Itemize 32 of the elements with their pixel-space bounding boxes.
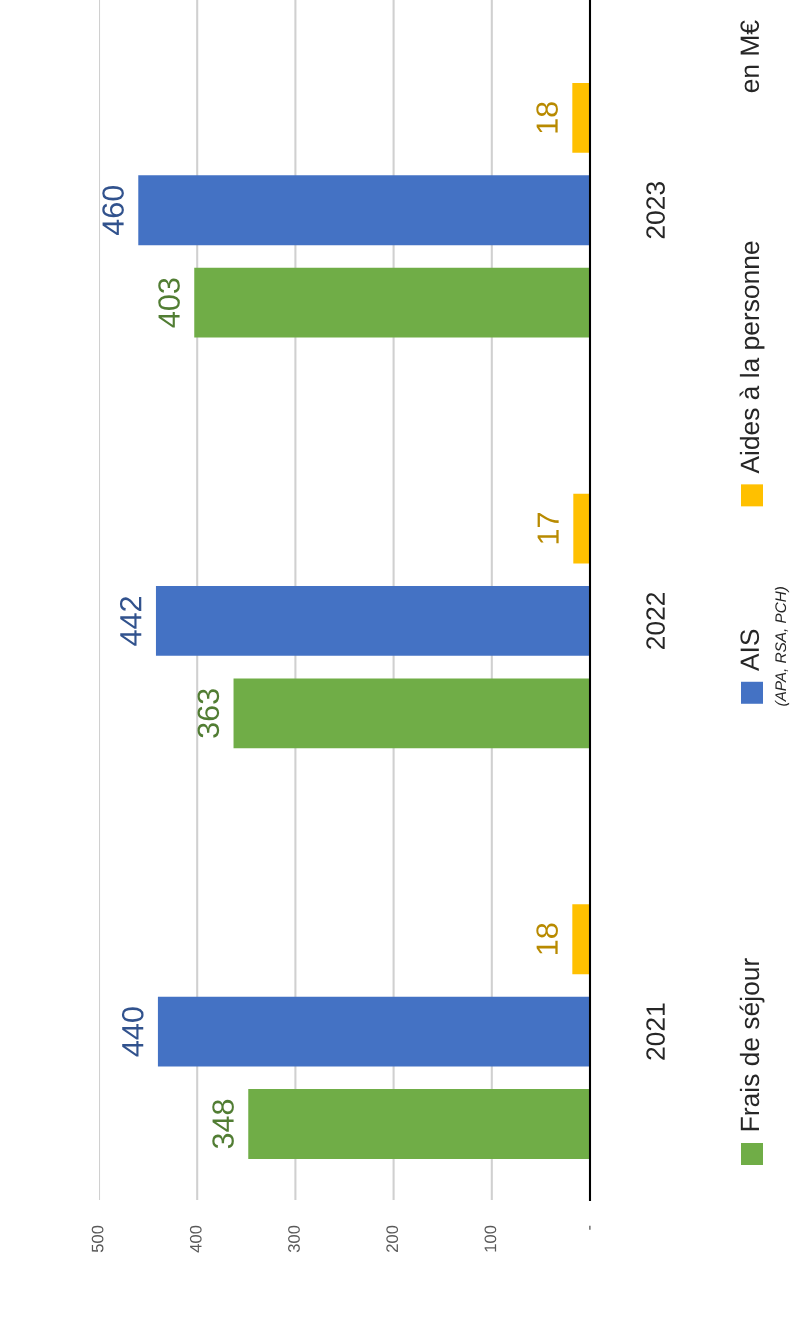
bar <box>572 82 590 153</box>
y-tick-label: 2023 <box>646 182 665 239</box>
text: en M€ <box>740 20 760 93</box>
text: Aides à la personne <box>739 241 765 474</box>
bar <box>157 996 590 1067</box>
x-tick-label: 500 <box>91 1225 104 1253</box>
bar <box>572 904 590 975</box>
x-tick-label: - <box>589 1225 591 1230</box>
bar <box>138 175 590 246</box>
bar <box>155 586 590 656</box>
bar <box>573 493 590 564</box>
text: AIS <box>740 629 760 672</box>
data-label: 442 <box>119 596 142 646</box>
data-label: 17 <box>537 513 559 544</box>
x-tick-label: 300 <box>288 1225 300 1253</box>
text: (APA, RSA, PCH) <box>774 587 790 706</box>
y-tick-label: 2022 <box>646 592 665 649</box>
data-label: 18 <box>536 102 558 133</box>
data-label: 460 <box>102 185 124 236</box>
bar <box>248 1089 590 1159</box>
y-tick-label: 2021 <box>646 1003 665 1060</box>
data-label: 363 <box>197 689 220 738</box>
data-label: 348 <box>212 1099 234 1149</box>
x-tick-label: 400 <box>189 1225 202 1253</box>
data-label: 18 <box>536 923 558 954</box>
bar <box>233 678 590 749</box>
x-tick-label: 100 <box>484 1225 497 1252</box>
text: Frais de séjour <box>739 958 765 1131</box>
x-tick-label: 200 <box>386 1225 399 1252</box>
data-label: 440 <box>121 1007 144 1057</box>
data-label: 403 <box>158 278 180 328</box>
bar <box>194 267 590 338</box>
